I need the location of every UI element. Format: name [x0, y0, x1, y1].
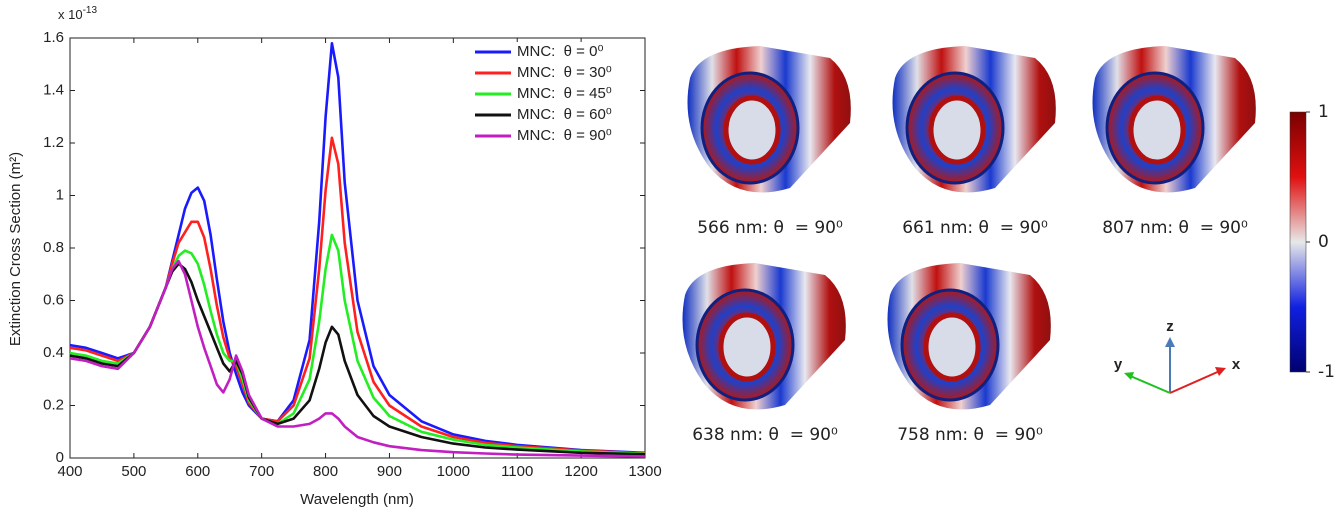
x-axis-label: Wavelength (nm) — [300, 491, 414, 508]
panel-caption: 661 nm: θ = 90⁰ — [902, 218, 1048, 238]
x-tick-label: 800 — [313, 463, 338, 480]
y-tick-label: 1.6 — [43, 29, 64, 46]
y-tick-label: 0.2 — [43, 396, 64, 413]
panel-caption: 566 nm: θ = 90⁰ — [697, 218, 843, 238]
y-arrowhead — [1124, 372, 1134, 380]
multiplier-base: x 10 — [58, 7, 83, 22]
panel-caption: 638 nm: θ = 90⁰ — [692, 425, 838, 445]
x-tick-label: 500 — [121, 463, 146, 480]
z-arrowhead — [1165, 337, 1175, 347]
y-label: y — [1114, 356, 1123, 373]
legend-label: MNC: θ = 60⁰ — [517, 106, 612, 123]
legend-label: MNC: θ = 0⁰ — [517, 43, 603, 60]
x-tick-label: 700 — [249, 463, 274, 480]
render-inner — [931, 98, 983, 162]
y-tick-label: 0.8 — [43, 239, 64, 256]
render-inner — [726, 98, 778, 162]
series-line — [70, 235, 645, 454]
panel-caption: 807 nm: θ = 90⁰ — [1102, 218, 1248, 238]
panel-caption: 758 nm: θ = 90⁰ — [897, 425, 1043, 445]
y-tick-label: 0.6 — [43, 291, 64, 308]
x-tick-label: 1100 — [501, 463, 533, 480]
legend-label: MNC: θ = 45⁰ — [517, 85, 612, 102]
legend-label: MNC: θ = 30⁰ — [517, 64, 612, 81]
x-tick-label: 1000 — [437, 463, 470, 480]
y-axis-label: Extinction Cross Section (m²) — [7, 152, 24, 346]
axes-triad: z x y — [1114, 318, 1241, 393]
render-inner — [926, 315, 978, 379]
legend-label: MNC: θ = 90⁰ — [517, 127, 612, 144]
colorbar-tick-label: 1 — [1318, 102, 1329, 122]
x-label: x — [1232, 356, 1241, 373]
x-tick-label: 1200 — [564, 463, 597, 480]
y-arrow — [1128, 375, 1170, 393]
x-arrow — [1170, 370, 1222, 393]
colorbar-tick-label: -1 — [1318, 362, 1335, 382]
x-tick-label: 1300 — [628, 463, 661, 480]
render-inner — [1131, 98, 1183, 162]
y-tick-label: 0.4 — [43, 344, 64, 361]
y-multiplier: x 10-13 — [58, 5, 97, 23]
y-tick-label: 1.2 — [43, 134, 64, 151]
render-inner — [721, 315, 773, 379]
x-tick-label: 600 — [185, 463, 210, 480]
y-tick-label: 1.4 — [43, 81, 64, 98]
multiplier-exponent: -13 — [83, 5, 98, 16]
colorbar — [1290, 112, 1306, 372]
figure: Extinction Cross Section (m²) Wavelength… — [0, 0, 1340, 513]
colorbar-tick-label: 0 — [1318, 232, 1329, 252]
x-tick-label: 900 — [377, 463, 402, 480]
z-label: z — [1166, 318, 1174, 335]
x-tick-label: 400 — [57, 463, 82, 480]
y-tick-label: 1 — [56, 186, 64, 203]
